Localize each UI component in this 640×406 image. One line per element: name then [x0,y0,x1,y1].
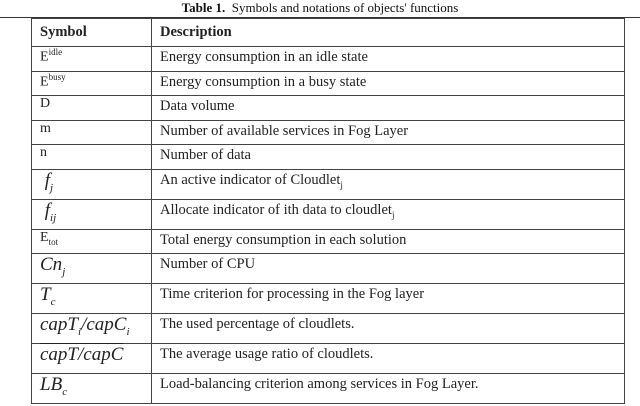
symbol-cell: Tc [31,283,152,314]
table-row: m Number of available services in Fog La… [31,119,625,145]
table-row: Eidle Energy consumption in an idle stat… [31,46,625,72]
table-row: capT/capC The average usage ratio of clo… [31,343,625,374]
description-cell: Number of CPU [151,253,625,284]
table-row: fij Allocate indicator of ith data to cl… [31,198,625,230]
symbol-cell: Cnj [31,253,152,284]
symbol-cell: Etot [31,228,152,254]
description-cell: The used percentage of cloudlets. [151,313,625,344]
table-row: Etot Total energy consumption in each so… [31,228,625,254]
symbol-cell: m [31,119,152,145]
description-cell: Time criterion for processing in the Fog… [151,283,625,314]
top-rule [0,17,640,18]
symbol-cell: Eidle [31,46,152,72]
table-row: fj An active indicator of Cloudletj [31,168,625,200]
symbol-cell: D [31,95,152,121]
table-row: D Data volume [31,95,625,121]
symbols-table: Symbol Description Eidle Energy consumpt… [31,18,625,404]
description-cell: Energy consumption in a busy state [151,70,625,96]
table-row: Tc Time criterion for processing in the … [31,283,625,314]
symbol-cell: fj [31,168,152,200]
description-cell: The average usage ratio of cloudlets. [151,343,625,374]
table-row: n Number of data [31,144,625,170]
table-header-row: Symbol Description [31,18,625,47]
description-cell: An active indicator of Cloudletj [151,168,625,200]
table-row: Cnj Number of CPU [31,253,625,284]
header-symbol: Symbol [31,18,152,47]
table-row: capTi/capCi The used percentage of cloud… [31,313,625,344]
symbol-cell: Ebusy [31,70,152,96]
symbol-cell: LBc [31,373,152,404]
caption-text: Symbols and notations of objects' functi… [231,0,459,15]
table-row: Ebusy Energy consumption in a busy state [31,70,625,96]
symbol-cell: capT/capC [31,343,152,374]
description-cell: Number of data [151,144,625,170]
symbol-cell: n [31,144,152,170]
table-caption: Table 1. Symbols and notations of object… [0,1,640,15]
description-cell: Allocate indicator of ith data to cloudl… [151,198,625,230]
description-cell: Number of available services in Fog Laye… [151,119,625,145]
description-cell: Energy consumption in an idle state [151,46,625,72]
symbol-cell: capTi/capCi [31,313,152,344]
symbol-cell: fij [31,198,152,230]
header-description: Description [151,18,625,47]
description-cell: Load-balancing criterion among services … [151,373,625,404]
description-cell: Total energy consumption in each solutio… [151,228,625,254]
table-row: LBc Load-balancing criterion among servi… [31,373,625,404]
description-cell: Data volume [151,95,625,121]
caption-label: Table 1. [181,0,226,15]
